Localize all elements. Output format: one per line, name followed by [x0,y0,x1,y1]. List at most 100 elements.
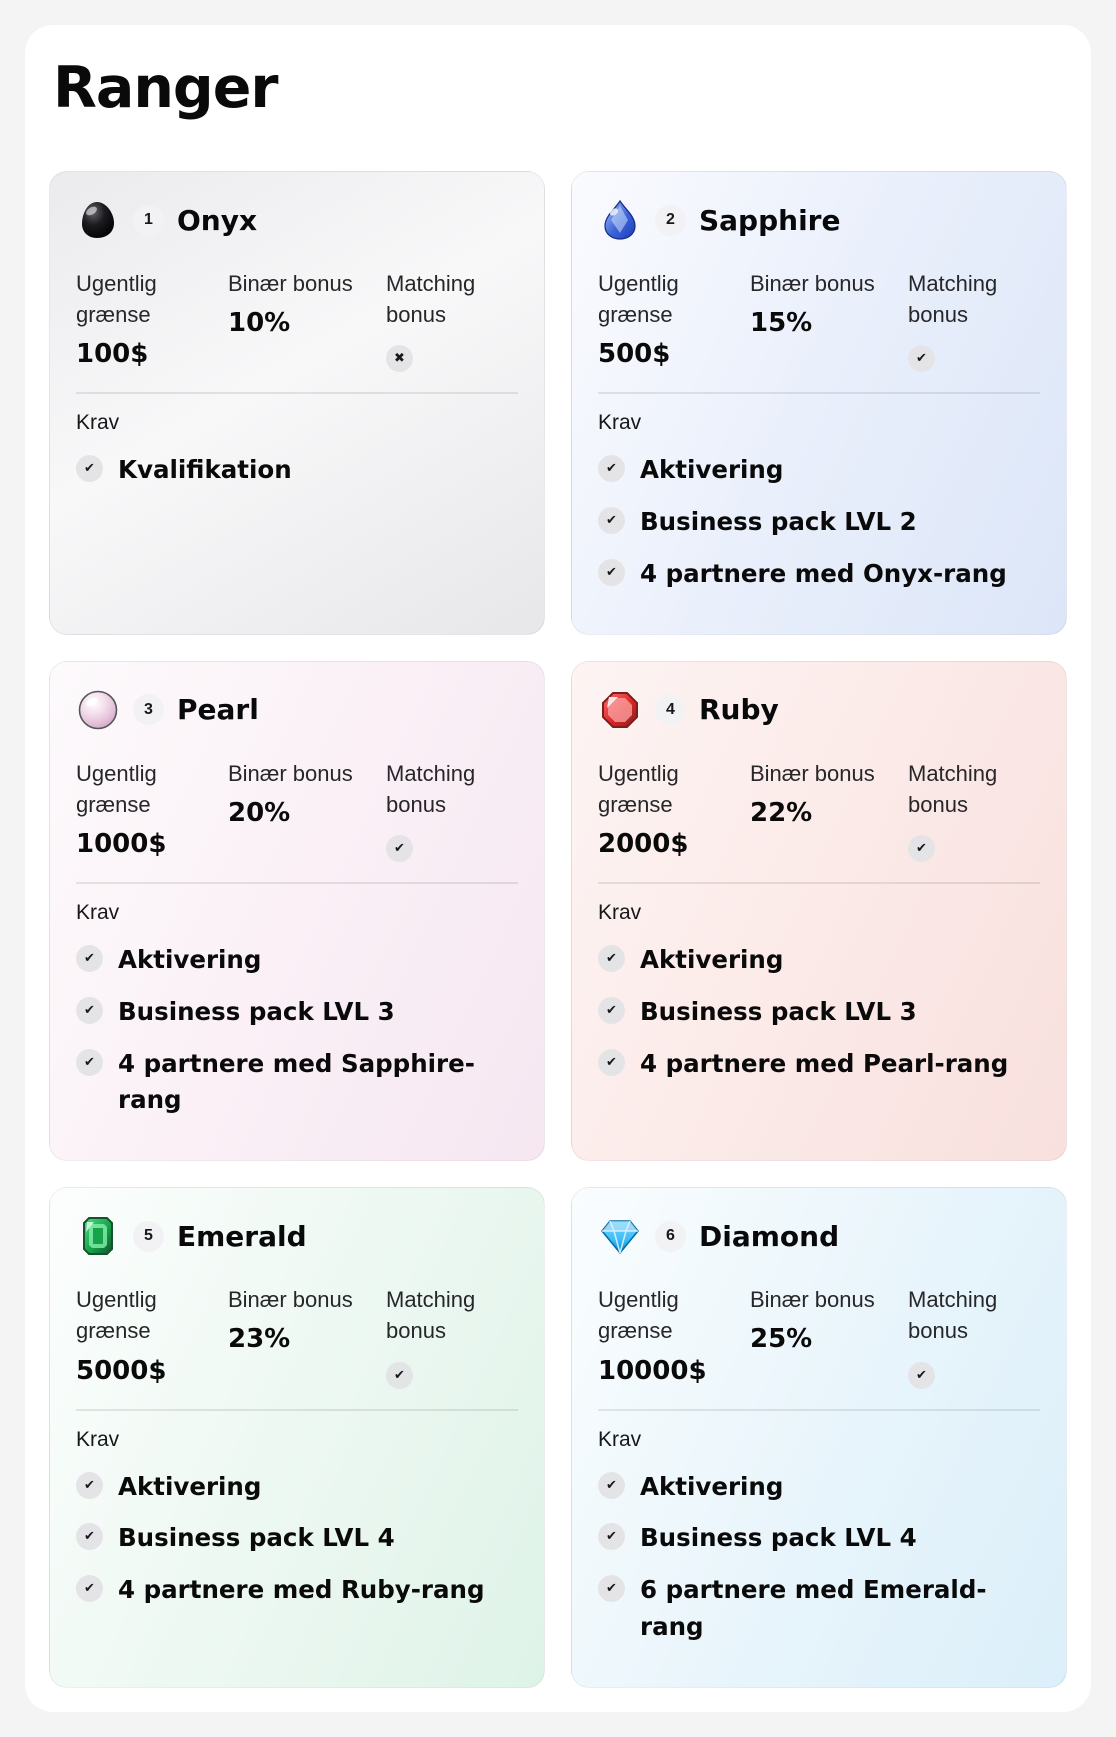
weekly-cap-label: Ugentlig grænse [76,760,157,817]
requirement-item: ✔ Business pack LVL 2 [598,504,1040,541]
binary-bonus-stat: Binær bonus 23% [228,1284,386,1388]
requirement-item: ✔ Aktivering [76,1469,518,1506]
stats-row: Ugentlig grænse 10000$ Binær bonus 25% M… [598,1284,1040,1389]
binary-bonus-value: 20% [228,797,291,828]
requirement-item: ✔ 4 partnere med Pearl-rang [598,1046,1040,1083]
weekly-cap-stat: Ugentlig grænse 500$ [598,268,750,372]
binary-bonus-label: Binær bonus [750,271,875,296]
requirement-text: 4 partnere med Onyx-rang [640,558,1007,588]
binary-bonus-label: Binær bonus [228,271,353,296]
requirement-item: ✔ Business pack LVL 4 [76,1520,518,1557]
rank-card-ruby: 4 Ruby Ugentlig grænse 2000$ Binær bonus… [571,660,1067,1162]
rank-card-diamond: 6 Diamond Ugentlig grænse 10000$ Binær b… [571,1187,1067,1688]
check-icon: ✔ [598,558,625,586]
weekly-cap-stat: Ugentlig grænse 2000$ [598,758,750,862]
requirements-label: Krav [76,901,120,925]
rank-name: Sapphire [699,203,841,237]
card-header: 3 Pearl [76,688,518,732]
binary-bonus-stat: Binær bonus 15% [750,268,908,372]
requirement-text: Aktivering [640,1471,784,1501]
check-icon: ✔ [76,1471,103,1499]
requirement-text: Business pack LVL 4 [640,1523,917,1553]
matching-bonus-label: Matching bonus [386,271,476,328]
requirement-text: Aktivering [640,455,784,485]
rank-name: Diamond [699,1219,840,1253]
divider [76,1408,518,1411]
requirements-list: ✔ Aktivering ✔ Business pack LVL 4 ✔ 6 p… [598,1469,1040,1646]
content-panel: Ranger 1 Onyx [25,25,1091,1712]
weekly-cap-label: Ugentlig grænse [598,271,679,328]
weekly-cap-stat: Ugentlig grænse 5000$ [76,1284,228,1388]
requirements-label: Krav [598,901,642,925]
requirement-item: ✔ Aktivering [76,942,518,979]
matching-bonus-stat: Matching bonus ✔ [908,268,1040,373]
requirements-label: Krav [76,1427,120,1451]
weekly-cap-value: 10000$ [598,1355,707,1386]
check-icon: ✔ [76,1575,103,1603]
requirement-item: ✔ 4 partnere med Sapphire-rang [76,1046,518,1120]
requirements-list: ✔ Aktivering ✔ Business pack LVL 3 ✔ 4 p… [598,942,1040,1082]
rank-name: Ruby [699,693,779,727]
check-icon: ✔ [76,996,103,1024]
divider [76,882,518,885]
binary-bonus-value: 15% [750,308,813,339]
binary-bonus-value: 23% [228,1324,291,1355]
requirements-label: Krav [598,1427,642,1451]
binary-bonus-label: Binær bonus [750,1287,875,1313]
emerald-gem-icon [76,1214,120,1258]
weekly-cap-value: 2000$ [598,829,689,860]
sapphire-gem-icon [598,198,642,242]
check-icon: ✔ [598,1471,625,1499]
weekly-cap-label: Ugentlig grænse [76,1287,157,1344]
rank-number-badge: 3 [133,694,164,726]
matching-bonus-stat: Matching bonus ✔ [386,758,518,863]
binary-bonus-stat: Binær bonus 10% [228,268,386,372]
rank-name: Pearl [177,693,259,727]
weekly-cap-stat: Ugentlig grænse 10000$ [598,1284,750,1388]
matching-bonus-label: Matching bonus [386,760,476,817]
rank-grid: 1 Onyx Ugentlig grænse 100$ Binær bonus … [49,171,1067,1688]
matching-bonus-label: Matching bonus [908,760,998,817]
rank-card-onyx: 1 Onyx Ugentlig grænse 100$ Binær bonus … [49,171,545,635]
stats-row: Ugentlig grænse 100$ Binær bonus 10% Mat… [76,268,518,373]
requirements-list: ✔ Aktivering ✔ Business pack LVL 4 ✔ 4 p… [76,1469,518,1609]
matching-bonus-stat: Matching bonus ✖ [386,268,518,373]
stats-row: Ugentlig grænse 1000$ Binær bonus 20% Ma… [76,758,518,863]
weekly-cap-value: 100$ [76,339,149,370]
binary-bonus-label: Binær bonus [228,1287,353,1313]
rank-card-emerald: 5 Emerald Ugentlig grænse 5000$ Binær bo… [49,1187,545,1688]
requirements-list: ✔ Aktivering ✔ Business pack LVL 2 ✔ 4 p… [598,452,1040,592]
requirement-item: ✔ Business pack LVL 3 [598,994,1040,1031]
check-icon: ✔ [908,835,935,863]
requirement-item: ✔ Business pack LVL 4 [598,1520,1040,1557]
requirement-item: ✔ Business pack LVL 3 [76,994,518,1031]
check-icon: ✔ [598,1523,625,1551]
binary-bonus-value: 25% [750,1324,813,1355]
check-icon: ✔ [76,945,103,973]
check-icon: ✔ [76,1523,103,1551]
matching-bonus-label: Matching bonus [908,271,998,328]
rank-name: Emerald [177,1219,307,1253]
binary-bonus-stat: Binær bonus 25% [750,1284,908,1388]
rank-number-badge: 5 [133,1220,164,1252]
check-icon: ✔ [598,1575,625,1603]
requirement-text: Business pack LVL 4 [118,1523,395,1553]
rank-number-badge: 6 [655,1220,686,1252]
rank-card-pearl: 3 Pearl Ugentlig grænse 1000$ Binær bonu… [49,660,545,1162]
weekly-cap-label: Ugentlig grænse [76,271,157,328]
check-icon: ✔ [598,455,625,483]
diamond-gem-icon [598,1214,642,1258]
requirement-text: 4 partnere med Pearl-rang [640,1048,1009,1078]
binary-bonus-value: 22% [750,797,813,828]
check-icon: ✔ [908,345,935,373]
binary-bonus-value: 10% [228,308,291,339]
stats-row: Ugentlig grænse 2000$ Binær bonus 22% Ma… [598,758,1040,863]
check-icon: ✔ [598,507,625,535]
requirement-item: ✔ 6 partnere med Emerald-rang [598,1572,1040,1646]
rank-number-badge: 4 [655,694,686,726]
requirement-text: Aktivering [118,945,262,975]
check-icon: ✔ [598,1048,625,1076]
check-icon: ✔ [386,1361,413,1389]
requirement-item: ✔ 4 partnere med Onyx-rang [598,556,1040,593]
stats-row: Ugentlig grænse 500$ Binær bonus 15% Mat… [598,268,1040,373]
